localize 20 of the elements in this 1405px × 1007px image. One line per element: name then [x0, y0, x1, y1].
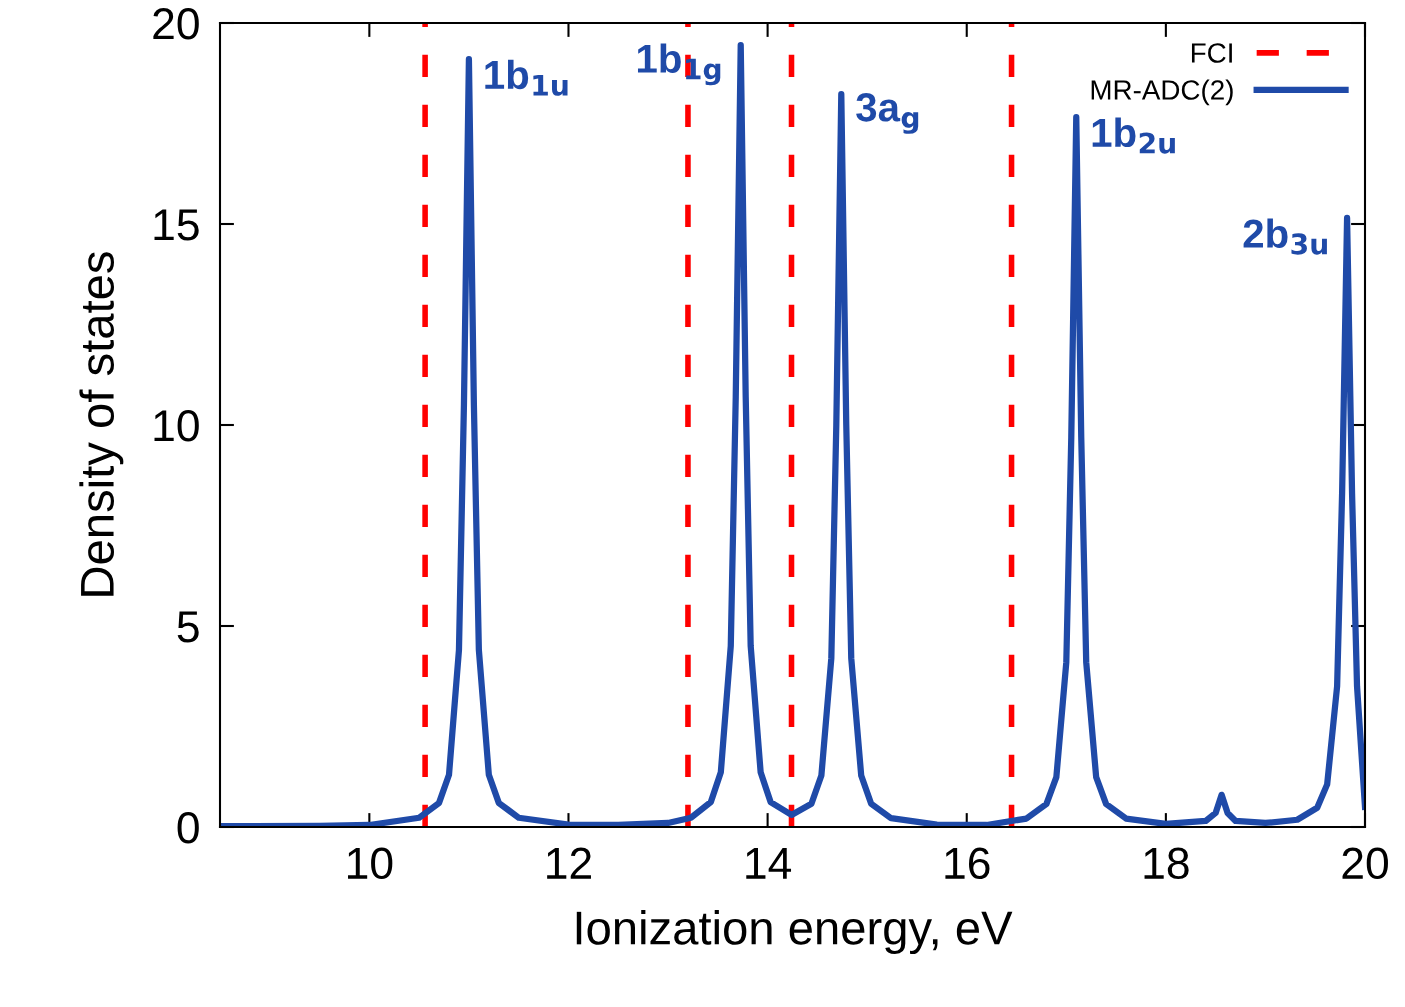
annotation: 1b$_{2u}$	[1092, 117, 1175, 154]
x-tick-label: 14	[746, 848, 792, 879]
x-tick-label: 20	[1342, 847, 1388, 880]
x-tick-label: 16	[945, 847, 990, 880]
x-axis-title: Ionization energy, eV	[576, 910, 1013, 955]
y-tick-label: 10	[154, 410, 199, 442]
legend-label: FCI	[1191, 43, 1232, 63]
y-tick-label: 20	[153, 8, 199, 40]
annotation: 1b$_{1u}$	[485, 59, 568, 96]
y-axis-title: Density of states	[79, 252, 124, 596]
x-tick-label: 12	[547, 847, 591, 879]
y-tick-label: 0	[177, 812, 199, 844]
x-tick-label: 10	[348, 847, 393, 880]
y-tick-label: 5	[177, 611, 199, 643]
x-tick-label: 18	[1144, 847, 1189, 880]
annotation: 1b$_{1g}$	[637, 43, 721, 86]
legend-label: MR-ADC(2)	[1091, 79, 1233, 106]
annotation: 2b$_{3u}$	[1243, 218, 1327, 255]
y-tick-label: 15	[154, 209, 199, 241]
annotation: 3a$_{g}$	[856, 93, 919, 134]
